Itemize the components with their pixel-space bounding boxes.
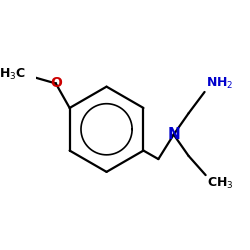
Text: N: N — [167, 127, 180, 142]
Text: CH$_3$: CH$_3$ — [207, 176, 233, 191]
Text: NH$_2$: NH$_2$ — [206, 76, 233, 91]
Text: O: O — [50, 76, 62, 90]
Text: H$_3$C: H$_3$C — [0, 68, 26, 82]
